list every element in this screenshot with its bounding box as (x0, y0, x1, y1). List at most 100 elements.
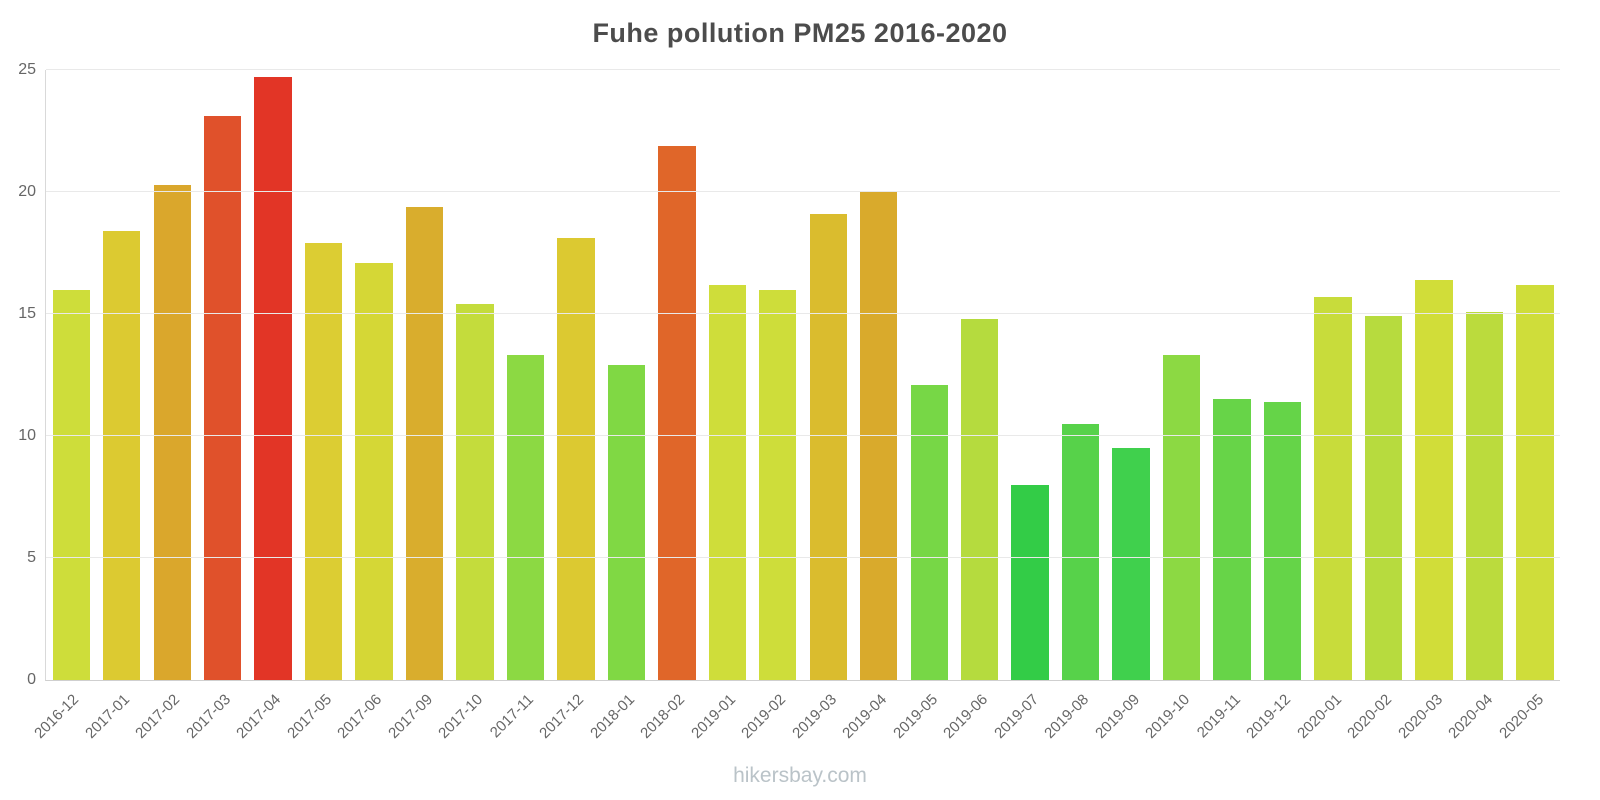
bar-slot (1510, 70, 1560, 680)
bar-2018-01 (607, 365, 646, 680)
x-tick-slot: 2018-02 (637, 681, 702, 761)
bar-slot (1207, 70, 1257, 680)
x-tick-slot: 2017-05 (284, 681, 349, 761)
y-tick-label: 25 (18, 61, 36, 78)
x-tick-slot: 2017-06 (334, 681, 399, 761)
y-tick-label: 20 (18, 183, 36, 200)
bar-slot (349, 70, 399, 680)
bar-2019-01 (708, 284, 746, 680)
bar-2019-09 (1112, 448, 1150, 680)
x-tick-slot: 2019-04 (839, 681, 904, 761)
bar-slot (1156, 70, 1206, 680)
x-tick-slot: 2020-05 (1496, 681, 1561, 761)
bar-slot (46, 70, 96, 680)
bar-2017-03 (203, 116, 242, 680)
y-tick-label: 15 (18, 305, 36, 322)
bar-2019-07 (1011, 484, 1049, 680)
x-tick-slot: 2019-11 (1194, 681, 1258, 761)
x-tick-slot: 2020-01 (1294, 681, 1359, 761)
bar-2017-09 (405, 206, 444, 680)
bar-2017-12 (557, 238, 595, 680)
bar-2019-10 (1162, 355, 1201, 680)
bar-2020-02 (1364, 316, 1403, 680)
bar-slot (1106, 70, 1156, 680)
x-tick-slot: 2019-08 (1041, 681, 1106, 761)
y-tick-label: 5 (27, 549, 36, 566)
bar-slot (1358, 70, 1408, 680)
bar-slot (753, 70, 803, 680)
bar-slot (96, 70, 146, 680)
bar-slot (904, 70, 954, 680)
bar-2017-11 (506, 355, 545, 680)
gridline (46, 557, 1560, 558)
gridline (46, 69, 1560, 70)
bar-2020-04 (1465, 311, 1504, 680)
x-tick-slot: 2017-03 (183, 681, 248, 761)
bar-2017-06 (355, 262, 393, 680)
bar-2020-01 (1314, 296, 1352, 680)
x-tick-slot: 2017-02 (132, 681, 197, 761)
bar-2020-03 (1415, 279, 1453, 680)
x-tick-slot: 2020-03 (1395, 681, 1460, 761)
bar-2019-12 (1263, 401, 1302, 680)
gridline (46, 191, 1560, 192)
bars-container (46, 70, 1560, 680)
x-tick-slot: 2017-01 (82, 681, 147, 761)
watermark: hikersbay.com (733, 764, 867, 787)
bar-2019-08 (1061, 423, 1100, 680)
bar-2019-06 (961, 318, 999, 680)
bar-2017-01 (103, 231, 141, 680)
bar-slot (601, 70, 651, 680)
bar-2017-10 (456, 304, 494, 680)
bar-slot (1409, 70, 1459, 680)
bar-slot (1257, 70, 1307, 680)
bar-2018-02 (658, 145, 696, 680)
bar-2017-02 (153, 184, 191, 680)
bar-slot (1055, 70, 1105, 680)
x-tick-slot: 2019-05 (890, 681, 955, 761)
x-tick-slot: 2018-01 (587, 681, 652, 761)
bar-slot (500, 70, 550, 680)
gridline (46, 435, 1560, 436)
x-tick-slot: 2019-03 (789, 681, 854, 761)
x-tick-slot: 2017-11 (487, 681, 551, 761)
bar-2016-12 (52, 289, 90, 680)
bar-2020-05 (1516, 284, 1554, 680)
y-tick-label: 0 (27, 671, 36, 688)
bar-slot (197, 70, 247, 680)
bar-2019-11 (1213, 399, 1251, 680)
x-tick-slot: 2019-01 (688, 681, 753, 761)
gridline (46, 313, 1560, 314)
bar-slot (702, 70, 752, 680)
bar-slot (803, 70, 853, 680)
bar-2019-05 (910, 384, 948, 680)
bar-slot (854, 70, 904, 680)
bar-2019-04 (860, 192, 898, 680)
plot-area: 0 5 10 15 20 25 (18, 61, 1560, 688)
bar-slot (399, 70, 449, 680)
x-tick-slot: 2019-02 (738, 681, 803, 761)
bar-slot (1005, 70, 1055, 680)
bar-2017-05 (304, 243, 343, 680)
bar-2019-02 (759, 289, 797, 680)
bar-slot (652, 70, 702, 680)
x-tick-slot: 2019-06 (940, 681, 1005, 761)
x-tick-slot: 2017-10 (435, 681, 500, 761)
x-tick-slot: 2019-09 (1092, 681, 1157, 761)
bar-slot (248, 70, 298, 680)
x-tick-slot: 2017-04 (233, 681, 298, 761)
x-tick-slot: 2020-02 (1344, 681, 1409, 761)
x-tick-slot: 2019-12 (1243, 681, 1308, 761)
x-tick-slot: 2019-07 (991, 681, 1056, 761)
bar-slot (450, 70, 500, 680)
bar-slot (551, 70, 601, 680)
y-tick-label: 10 (18, 427, 36, 444)
bar-slot (1459, 70, 1509, 680)
bar-slot (147, 70, 197, 680)
x-axis-labels: 2016-12 2017-01 2017-02 2017-03 2017-04 2017-… (31, 681, 1561, 761)
bar-2017-04 (254, 77, 292, 680)
bar-chart: 0 5 10 15 20 25 2016-12 2017-01 2017-02 2017-03 2… (18, 61, 1561, 761)
bar-slot (1308, 70, 1358, 680)
x-tick-slot: 2017-09 (385, 681, 450, 761)
